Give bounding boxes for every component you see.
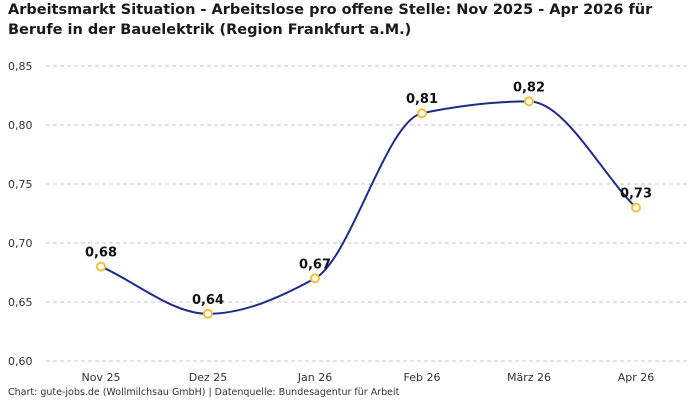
series-line: [100, 100, 637, 315]
x-tick-label: Feb 26: [404, 371, 441, 384]
data-point: [631, 202, 641, 213]
y-tick-label: 0,85: [8, 60, 33, 73]
data-label: 0,64: [192, 293, 224, 308]
chart-title: Arbeitsmarkt Situation - Arbeitslose pro…: [8, 0, 698, 40]
x-tick-label: Nov 25: [82, 371, 121, 384]
x-tick-label: Dez 25: [189, 371, 228, 384]
source-note: Chart: gute-jobs.de (Wollmilchsau GmbH) …: [8, 387, 400, 398]
y-tick-label: 0,60: [8, 355, 33, 368]
y-axis-tick-labels: 0,60 0,65 0,70 0,75 0,80 0,85: [8, 60, 33, 368]
data-label: 0,68: [85, 246, 117, 261]
x-axis-tick-labels: Nov 25 Dez 25 Jan 26 Feb 26 März 26 Apr 26: [82, 371, 655, 384]
data-point: [310, 273, 320, 284]
y-tick-label: 0,65: [8, 296, 33, 309]
data-point: [417, 108, 427, 119]
x-tick-label: Jan 26: [297, 371, 332, 384]
data-label: 0,82: [513, 80, 545, 95]
data-markers: [96, 96, 641, 319]
data-labels: 0,68 0,64 0,67 0,81 0,82 0,73: [85, 80, 652, 307]
data-label: 0,67: [299, 257, 331, 272]
chart-title-line-1: Arbeitsmarkt Situation - Arbeitslose pro…: [8, 2, 653, 18]
data-point: [203, 308, 213, 319]
series-line-layer: [100, 100, 637, 315]
y-tick-label: 0,75: [8, 178, 33, 191]
y-tick-label: 0,80: [8, 119, 33, 132]
data-point: [524, 96, 534, 107]
y-tick-label: 0,70: [8, 237, 33, 250]
data-label: 0,73: [620, 187, 652, 202]
grid-lines: [46, 65, 690, 362]
chart-title-line-2: Berufe in der Bauelektrik (Region Frankf…: [8, 22, 412, 38]
data-point: [96, 261, 106, 272]
data-label: 0,81: [406, 92, 438, 107]
x-tick-label: Apr 26: [618, 371, 655, 384]
x-tick-label: März 26: [507, 371, 551, 384]
